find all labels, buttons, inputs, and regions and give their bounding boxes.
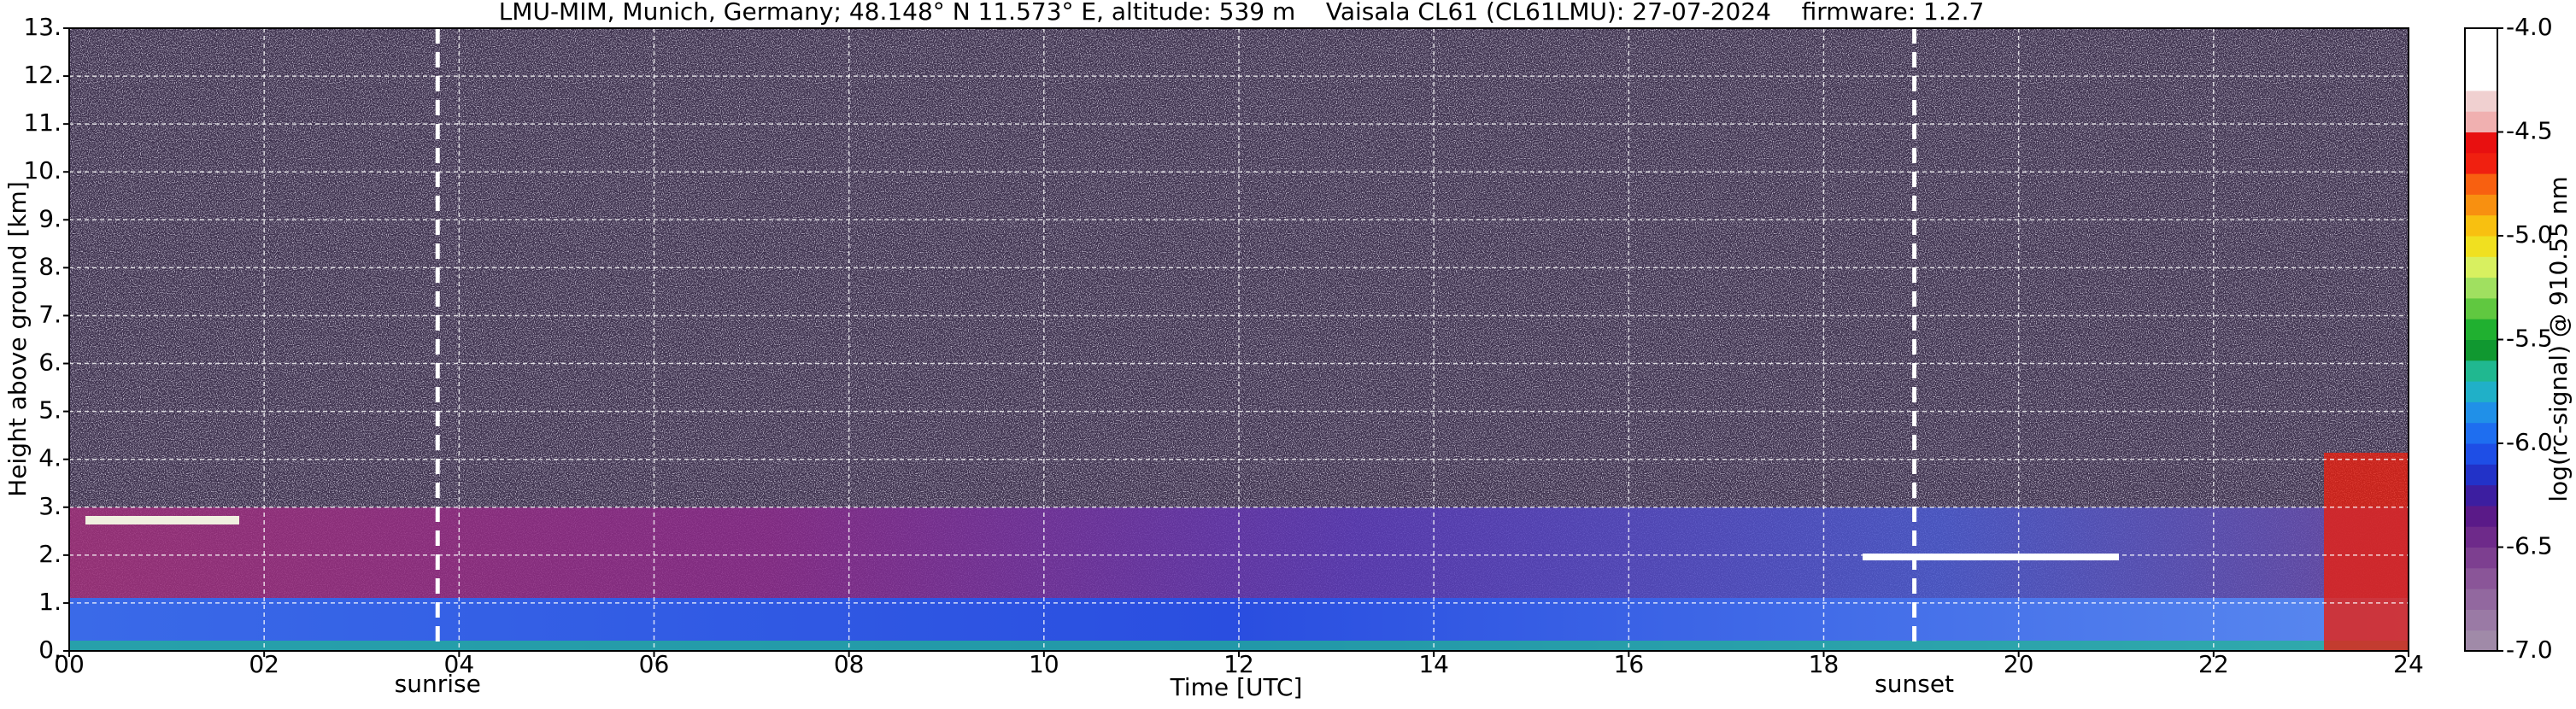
colorbar-segment: [2465, 381, 2497, 402]
colorbar-segment: [2465, 90, 2497, 112]
colorbar-tick-label: -6.0: [2506, 428, 2553, 456]
cloud: [2324, 453, 2409, 651]
y-tick-label: 12.: [23, 61, 62, 89]
colorbar-tick-label: -4.5: [2506, 117, 2553, 145]
x-tick-label: 10: [1029, 650, 1059, 678]
y-tick-label: 11.: [23, 108, 62, 137]
colorbar-segment: [2465, 443, 2497, 465]
y-tick-label: 0.: [38, 636, 62, 664]
colorbar-segment: [2465, 194, 2497, 216]
colorbar-frame: [2464, 27, 2498, 652]
y-tick-label: 6.: [38, 349, 62, 377]
colorbar-segment: [2465, 609, 2497, 631]
y-tick-label: 10.: [23, 156, 62, 185]
y-tick-label: 4.: [38, 444, 62, 472]
colorbar-segment: [2465, 567, 2497, 589]
colorbar-segment: [2465, 69, 2497, 91]
colorbar-label: log(rc-signal) @ 910.55 nm: [2544, 176, 2573, 501]
x-tick-label: 06: [639, 650, 670, 678]
colorbar-segment: [2465, 28, 2497, 50]
x-tick-label: 22: [2198, 650, 2229, 678]
plot-frame: [68, 27, 2409, 652]
colorbar-segment: [2465, 526, 2497, 548]
x-tick-label: 18: [1809, 650, 1840, 678]
colorbar-segment: [2465, 360, 2497, 382]
y-tick-label: 5.: [38, 396, 62, 425]
colorbar-tick-label: -4.0: [2506, 13, 2553, 41]
colorbar-segment: [2465, 319, 2497, 340]
y-tick-label: 13.: [23, 13, 62, 41]
chart-title: LMU-MIM, Munich, Germany; 48.148° N 11.5…: [499, 0, 1985, 26]
x-tick-label: 24: [2393, 650, 2424, 678]
colorbar-segment: [2465, 236, 2497, 257]
x-tick-label: 16: [1614, 650, 1645, 678]
x-tick-label: 12: [1223, 650, 1254, 678]
colorbar-segment: [2465, 152, 2497, 174]
colorbar-segment: [2465, 422, 2497, 444]
y-tick-label: 2.: [38, 540, 62, 568]
colorbar-segment: [2465, 589, 2497, 610]
event-label: sunrise: [395, 670, 481, 698]
colorbar-tick-label: -5.5: [2506, 325, 2553, 353]
x-tick-label: 20: [2004, 650, 2034, 678]
x-tick-label: 00: [54, 650, 85, 678]
y-axis-label: Height above ground [km]: [3, 181, 32, 497]
colorbar-tick-label: -7.0: [2506, 636, 2553, 664]
event-label: sunset: [1875, 670, 1954, 698]
colorbar-tick-label: -6.5: [2506, 532, 2553, 560]
x-tick-label: 02: [249, 650, 279, 678]
y-tick-label: 9.: [38, 204, 62, 232]
colorbar-segment: [2465, 401, 2497, 424]
x-tick-label: 14: [1418, 650, 1449, 678]
y-tick-label: 8.: [38, 252, 62, 280]
colorbar-segment: [2465, 505, 2497, 527]
x-tick-label: 08: [834, 650, 865, 678]
colorbar-segment: [2465, 256, 2497, 278]
colorbar-segment: [2465, 630, 2497, 652]
colorbar-segment: [2465, 214, 2497, 237]
colorbar-segment: [2465, 484, 2497, 507]
colorbar-segment: [2465, 132, 2497, 154]
colorbar-segment: [2465, 49, 2497, 71]
colorbar-segment: [2465, 339, 2497, 361]
colorbar-segment: [2465, 297, 2497, 319]
y-tick-label: 7.: [38, 300, 62, 328]
colorbar-segment: [2465, 547, 2497, 569]
cloud: [85, 516, 239, 524]
y-tick-label: 3.: [38, 492, 62, 520]
colorbar-segment: [2465, 111, 2497, 132]
y-tick-label: 1.: [38, 588, 62, 616]
cloud: [1863, 554, 2119, 560]
colorbar-segment: [2465, 277, 2497, 299]
x-axis-label: Time [UTC]: [1170, 673, 1303, 701]
colorbar-segment: [2465, 464, 2497, 486]
colorbar-segment: [2465, 173, 2497, 195]
x-tick-label: 04: [444, 650, 475, 678]
colorbar-tick-label: -5.0: [2506, 220, 2553, 249]
